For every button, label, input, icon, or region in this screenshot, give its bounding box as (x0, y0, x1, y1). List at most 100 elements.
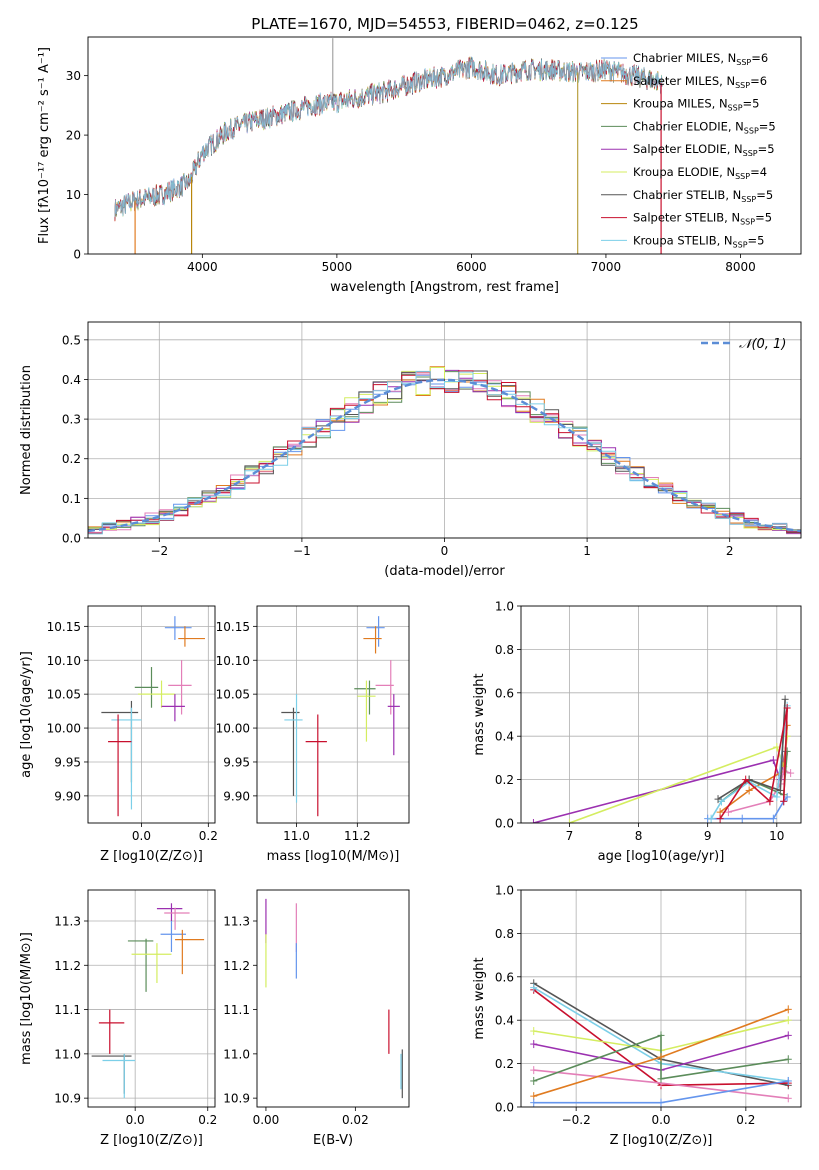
x-tick-label: 9 (704, 829, 712, 843)
y-tick-label: 10.15 (216, 620, 250, 634)
x-axis-label: E(B-V) (313, 1133, 353, 1148)
y-tick-label: 0.0 (495, 1101, 514, 1115)
x-tick-label: −2 (150, 544, 168, 558)
x-tick-label: 0.0 (651, 1113, 670, 1127)
y-tick-label: 0.5 (62, 333, 81, 347)
x-axis-label: Z [log10(Z/Z⊙)] (100, 1133, 203, 1148)
y-tick-label: 9.95 (54, 755, 81, 769)
axes-frame (87, 889, 216, 1108)
axes-frame (256, 889, 410, 1108)
axes-frame (87, 605, 216, 824)
x-tick-label: 11.2 (344, 829, 371, 843)
y-tick-label: 20 (66, 129, 81, 143)
y-axis-label: mass [log10(M/M⊙)] (19, 932, 34, 1065)
y-axis-label: mass weight (472, 673, 487, 755)
axes-frame (87, 321, 802, 539)
legend-label: Salpeter ELODIE, NSSP=5 (633, 142, 775, 158)
axes-frame (520, 889, 802, 1108)
y-tick-label: 11.2 (54, 959, 81, 973)
axes-frame (256, 605, 410, 824)
y-axis-label: age [log10(age/yr)] (19, 651, 34, 778)
y-tick-label: 11.3 (54, 915, 81, 929)
x-axis-label: Z [log10(Z/Z⊙)] (610, 1133, 713, 1148)
y-tick-label: 0.4 (495, 730, 514, 744)
y-axis-label: Flux [fλ10⁻¹⁷ erg cm⁻² s⁻¹ A⁻¹] (37, 47, 52, 244)
x-tick-label: 0.0 (126, 1113, 145, 1127)
plot-area (257, 606, 409, 823)
y-axis-label: Normed distribution (19, 365, 34, 495)
panel-residuals: −2 −1 0 1 2 0.0 0.1 0.2 0.3 0.4 0.5 (data-model)/er… (19, 321, 802, 579)
y-tick-label: 1.0 (495, 600, 514, 614)
y-tick-label: 0.4 (62, 373, 81, 387)
x-tick-label: 8 (635, 829, 643, 843)
x-tick-label: 7 (566, 829, 574, 843)
y-tick-label: 0.2 (495, 1057, 514, 1071)
y-tick-label: 10.9 (54, 1092, 81, 1106)
plot-area (265, 898, 403, 1099)
y-tick-label: 1.0 (495, 884, 514, 898)
x-tick-label: 0.2 (736, 1113, 755, 1127)
normal-reference-curve (88, 378, 801, 533)
x-tick-label: −0.2 (562, 1113, 591, 1127)
x-tick-label: 11.0 (283, 829, 310, 843)
x-tick-label: 6000 (456, 260, 487, 274)
x-tick-label: 0 (441, 544, 449, 558)
y-tick-label: 10.10 (216, 654, 250, 668)
legend-label: Chabrier MILES, NSSP=6 (633, 51, 768, 67)
y-tick-label: 10.05 (216, 688, 250, 702)
panel-weight_vs_Z: −0.2 0.0 0.2 0.0 0.2 0.4 0.6 0.8 1.0 Z [log10(Z/Z… (472, 884, 802, 1148)
y-tick-label: 0.8 (495, 927, 514, 941)
x-tick-label: 0.02 (342, 1113, 369, 1127)
y-tick-label: 9.95 (223, 755, 250, 769)
y-tick-label: 10.00 (47, 722, 81, 736)
spectrum-line (114, 57, 663, 218)
plot-area (88, 890, 215, 1107)
y-tick-label: 10 (66, 188, 81, 202)
y-tick-label: 11.2 (223, 959, 250, 973)
legend-label: Kroupa ELODIE, NSSP=4 (633, 165, 767, 181)
y-tick-label: 0.2 (495, 773, 514, 787)
x-tick-label: −1 (293, 544, 311, 558)
y-tick-label: 10.10 (47, 654, 81, 668)
legend-label: Chabrier ELODIE, NSSP=5 (633, 119, 776, 135)
y-tick-label: 9.90 (223, 789, 250, 803)
x-axis-label: age [log10(age/yr)] (598, 849, 725, 864)
y-tick-label: 11.0 (54, 1047, 81, 1061)
axes-frame (520, 605, 802, 824)
y-tick-label: 0.3 (62, 413, 81, 427)
y-tick-label: 30 (66, 69, 81, 83)
x-tick-label: 10 (769, 829, 784, 843)
weight-line (717, 699, 786, 800)
y-tick-label: 11.3 (223, 915, 250, 929)
y-tick-label: 10.9 (223, 1092, 250, 1106)
spectrum-line (114, 57, 663, 222)
panel-spectrum: 4000 5000 6000 7000 8000 0 10 20 30 wavelength [A… (37, 36, 802, 295)
x-tick-label: 0.0 (132, 829, 151, 843)
panel-age_vs_Z: 0.0 0.2 9.90 9.95 10.00 10.05 10.10 10.15 Z [log… (19, 605, 218, 864)
x-tick-label: 1 (583, 544, 591, 558)
weight-line (533, 751, 786, 823)
y-tick-label: 9.90 (54, 789, 81, 803)
panel-mass_vs_ebv: 0.00 0.02 10.9 11.0 11.1 11.2 11.3 E(B-V) (223, 889, 410, 1148)
y-tick-label: 0.1 (62, 492, 81, 506)
x-tick-label: 0.2 (199, 829, 218, 843)
plot-area (521, 606, 801, 823)
x-axis-label: mass [log10(M/M⊙)] (267, 849, 400, 864)
plot-area (521, 890, 801, 1107)
plot-area (114, 38, 663, 254)
axes-frame (87, 36, 802, 255)
plot-area (88, 606, 215, 823)
y-tick-label: 0.6 (495, 686, 514, 700)
y-tick-label: 0.4 (495, 1014, 514, 1028)
legend-label: Salpeter MILES, NSSP=6 (633, 74, 767, 90)
y-tick-label: 10.05 (47, 688, 81, 702)
legend-label: Kroupa MILES, NSSP=5 (633, 97, 759, 113)
y-tick-label: 11.0 (223, 1047, 250, 1061)
x-tick-label: 7000 (591, 260, 622, 274)
x-tick-label: 0.00 (253, 1113, 280, 1127)
y-tick-label: 11.1 (223, 1003, 250, 1017)
y-tick-label: 0.0 (495, 817, 514, 831)
y-tick-label: 10.15 (47, 620, 81, 634)
